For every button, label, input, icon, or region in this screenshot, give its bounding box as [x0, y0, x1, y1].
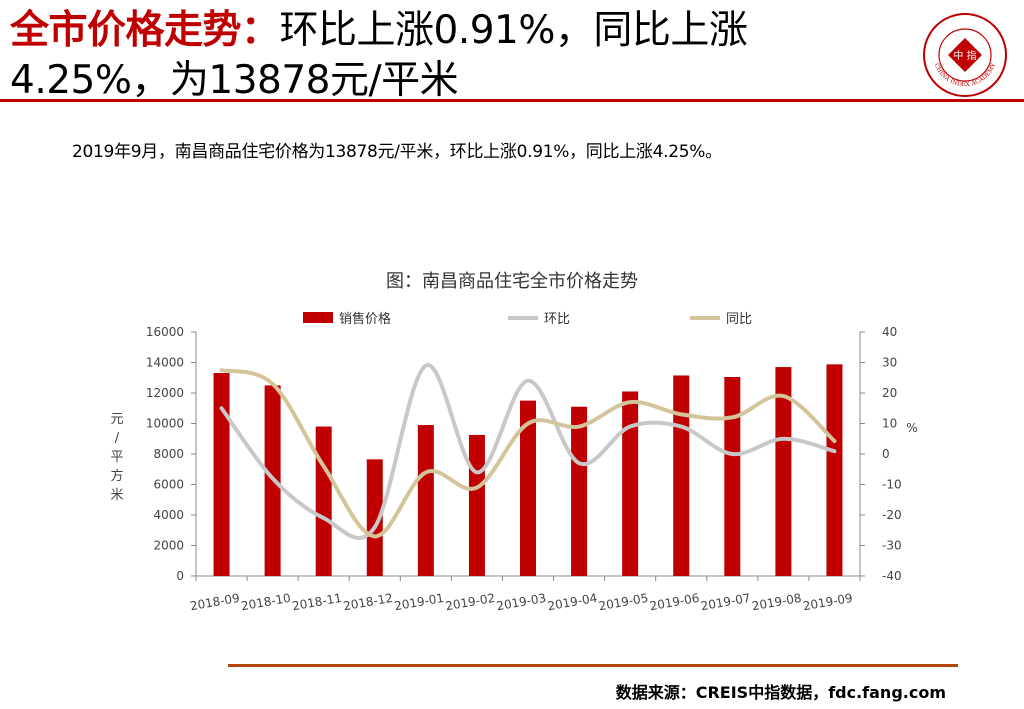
- left-y-tick-label: 14000: [146, 356, 184, 370]
- price-bar: [315, 426, 332, 576]
- x-tick-label: 2019-07: [700, 591, 752, 613]
- legend-mom-label: 环比: [544, 312, 570, 327]
- left-y-tick-label: 4000: [153, 508, 184, 522]
- legend-yoy-label: 同比: [726, 312, 752, 327]
- chart-title: 图：南昌商品住宅全市价格走势: [386, 271, 638, 292]
- right-y-tick-label: -20: [882, 508, 902, 522]
- right-y-tick-label: -10: [882, 478, 902, 492]
- left-y-tick-label: 2000: [153, 539, 184, 553]
- right-y-tick-label: 20: [882, 386, 897, 400]
- legend-price-label: 销售价格: [339, 311, 391, 327]
- title-divider: [0, 99, 1024, 102]
- page-title: 全市价格走势：环比上涨0.91%，同比上涨 4.25%，为13878元/平米: [10, 6, 900, 106]
- left-axis-unit-char: /: [114, 431, 120, 446]
- x-tick-label: 2019-03: [495, 591, 547, 613]
- price-bar: [622, 391, 639, 576]
- left-y-tick-label: 12000: [146, 386, 184, 400]
- right-axis-unit-label: %: [906, 421, 917, 435]
- price-bar: [213, 373, 230, 576]
- price-bar: [468, 434, 485, 576]
- x-tick-label: 2018-12: [342, 591, 394, 613]
- x-tick-label: 2019-01: [393, 591, 445, 613]
- title-line1: 环比上涨0.91%，同比上涨: [279, 8, 748, 53]
- x-tick-label: 2019-09: [802, 591, 854, 613]
- right-y-tick-label: 0: [882, 447, 890, 461]
- data-source: 数据来源：CREIS中指数据，fdc.fang.com: [615, 683, 946, 702]
- left-y-tick-label: 8000: [153, 447, 184, 461]
- left-axis-unit-label: 元 / 平方米: [108, 410, 126, 505]
- title-line2: 4.25%，为13878元/平米: [10, 58, 459, 103]
- left-axis-unit-char: 方: [110, 469, 124, 484]
- x-tick-label: 2018-10: [240, 591, 292, 613]
- left-axis-unit-char: 米: [110, 488, 124, 503]
- price-bar: [826, 364, 843, 576]
- right-y-tick-label: 10: [882, 417, 897, 431]
- left-axis-unit-char: 元: [110, 412, 124, 427]
- x-tick-label: 2019-04: [546, 591, 598, 613]
- left-y-tick-label: 0: [176, 569, 184, 583]
- x-tick-label: 2019-06: [649, 591, 701, 613]
- x-tick-label: 2018-11: [291, 591, 343, 613]
- price-bar: [366, 459, 383, 576]
- left-y-tick-label: 16000: [146, 325, 184, 339]
- price-bar: [673, 375, 690, 576]
- x-tick-label: 2019-08: [751, 591, 803, 613]
- x-tick-label: 2019-05: [598, 591, 650, 613]
- yoy-line: [219, 368, 837, 539]
- right-y-tick-label: -40: [882, 569, 902, 583]
- right-y-tick-label: 40: [882, 325, 897, 339]
- price-bar: [775, 367, 792, 576]
- x-tick-label: 2018-09: [189, 591, 241, 613]
- price-bar: [520, 400, 536, 576]
- summary-text: 2019年9月，南昌商品住宅价格为13878元/平米，环比上涨0.91%，同比上…: [72, 142, 722, 162]
- price-bar: [417, 425, 434, 576]
- x-tick-label: 2019-02: [444, 591, 496, 613]
- china-index-academy-logo: CHINA INDEX ACADEMY 中 指: [923, 13, 1007, 97]
- footer-divider: [228, 664, 958, 667]
- price-bar: [724, 376, 741, 576]
- title-highlight: 全市价格走势：: [10, 8, 280, 53]
- logo-center-text: 中 指: [953, 49, 976, 62]
- legend-price-swatch: [303, 312, 333, 323]
- right-y-tick-label: -30: [882, 539, 902, 553]
- left-axis-unit-char: 平: [110, 450, 124, 465]
- left-y-tick-label: 10000: [146, 417, 184, 431]
- right-y-tick-label: 30: [882, 356, 897, 370]
- mom-line: [219, 363, 837, 540]
- price-bar: [571, 406, 588, 576]
- left-y-tick-label: 6000: [153, 478, 184, 492]
